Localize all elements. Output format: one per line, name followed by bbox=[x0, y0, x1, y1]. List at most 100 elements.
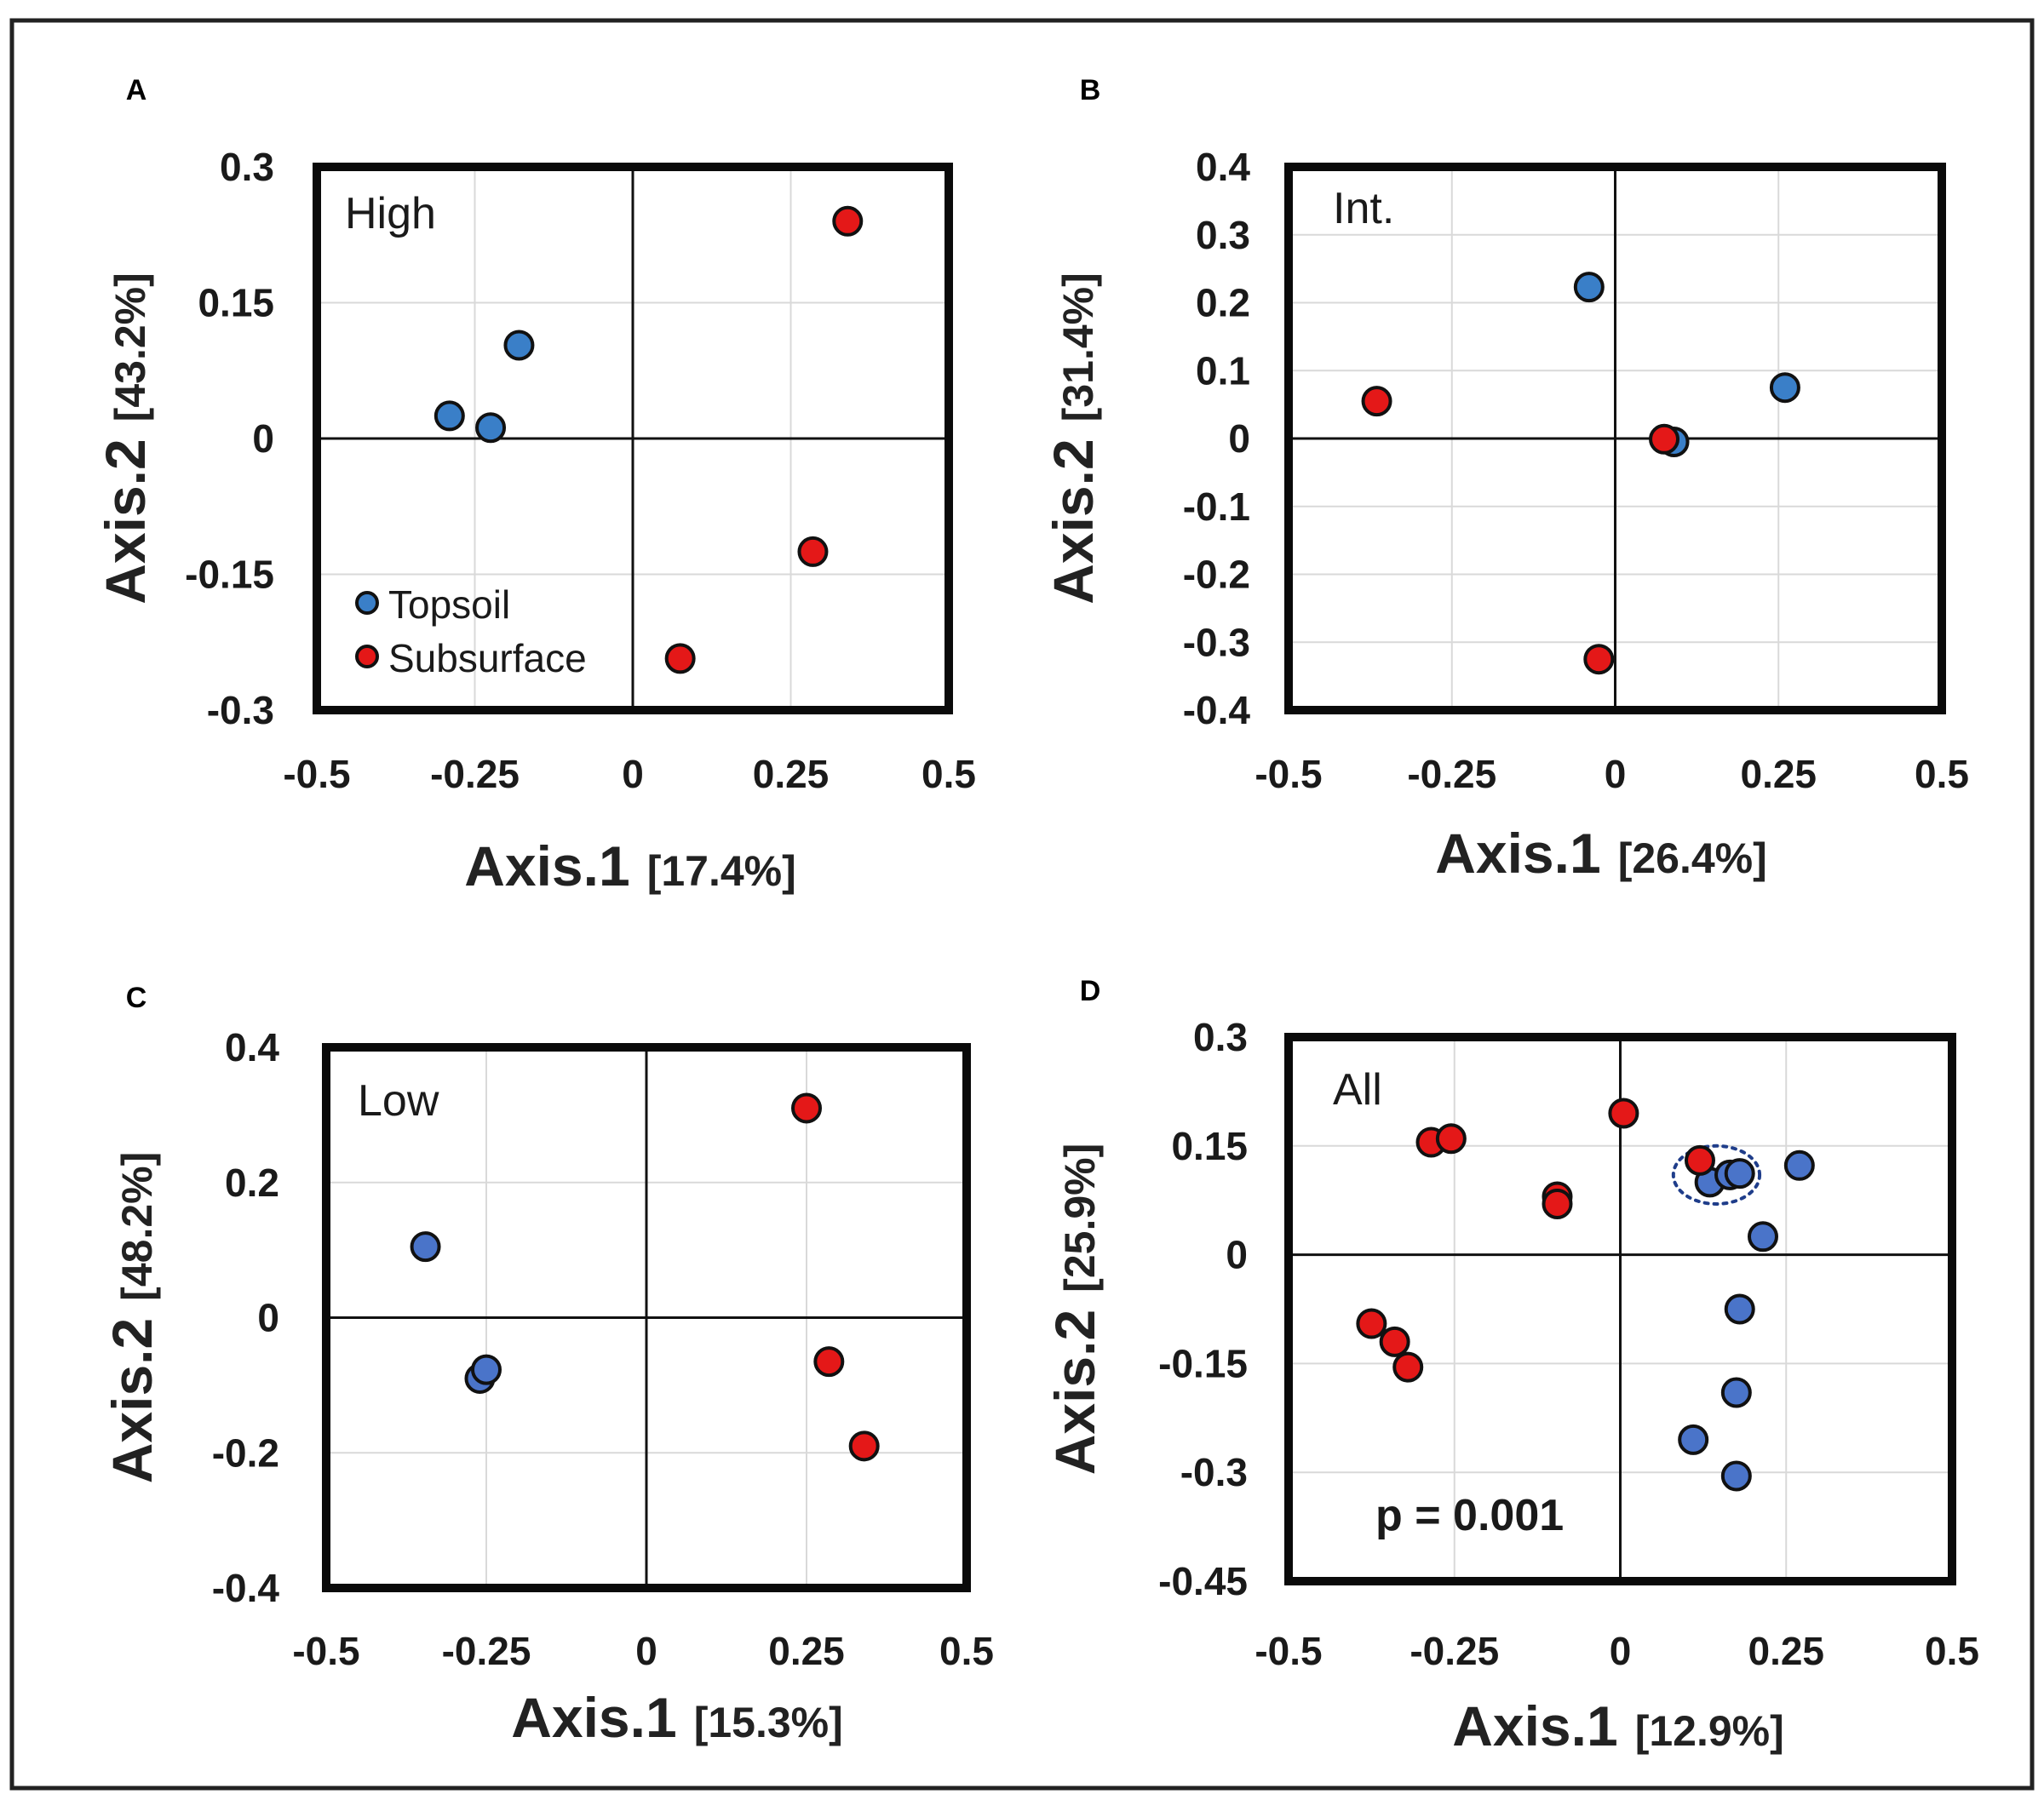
panel-C: C -0.5 -0.25 0 0.25 0.5 0.4 0.2 0 -0.2 -0.4 Axis.1 [… bbox=[100, 982, 994, 1749]
data-point-subsurface bbox=[1392, 1351, 1424, 1383]
panel-letter: B bbox=[1080, 74, 1101, 106]
data-point-subsurface bbox=[848, 1430, 880, 1462]
y-tick-label: -0.15 bbox=[185, 553, 274, 597]
data-point-subsurface bbox=[1583, 644, 1615, 675]
data-point-topsoil bbox=[1678, 1424, 1709, 1455]
x-tick-label: -0.25 bbox=[1407, 752, 1496, 796]
legend-label: Topsoil bbox=[388, 582, 510, 627]
panel-A: A -0.5 -0.25 0 0.25 0.5 0.3 0.15 0 -0.15 -0.3 Axis.… bbox=[94, 74, 976, 897]
y-axis-label-percent: [43.2%] bbox=[106, 272, 154, 421]
x-tick-label: -0.25 bbox=[442, 1629, 531, 1673]
data-point-subsurface bbox=[1379, 1326, 1410, 1357]
y-tick-label: -0.45 bbox=[1158, 1559, 1248, 1603]
y-tick-label: 0.4 bbox=[225, 1025, 279, 1069]
data-point-topsoil bbox=[1769, 372, 1800, 404]
x-tick-label: 0 bbox=[1605, 752, 1627, 796]
x-axis-label-percent: [15.3%] bbox=[694, 1699, 843, 1746]
y-tick-label: 0.3 bbox=[220, 145, 274, 189]
y-tick-label: 0 bbox=[257, 1296, 279, 1340]
data-point-subsurface bbox=[797, 536, 829, 567]
highlight-ellipse bbox=[1671, 1144, 1762, 1206]
data-point-topsoil bbox=[433, 400, 465, 432]
data-point-subsurface bbox=[832, 205, 864, 237]
x-axis-label: Axis.1 [26.4%] bbox=[1435, 822, 1767, 885]
y-tick-label: -0.15 bbox=[1158, 1341, 1248, 1385]
y-tick-label: -0.3 bbox=[1183, 620, 1250, 664]
x-tick-label: 0.5 bbox=[939, 1629, 994, 1673]
y-axis-label: Axis.2 [48.2%] bbox=[100, 1152, 164, 1484]
y-axis-label-percent: [48.2%] bbox=[113, 1152, 161, 1301]
y-tick-label: -0.2 bbox=[1183, 553, 1250, 597]
x-tick-label: 0.25 bbox=[753, 752, 830, 796]
data-point-topsoil bbox=[503, 330, 535, 361]
x-tick-label: 0 bbox=[622, 752, 644, 796]
plot-frame bbox=[322, 1043, 971, 1592]
y-tick-label: -0.3 bbox=[1180, 1450, 1248, 1494]
x-axis-label-main: Axis.1 bbox=[1435, 822, 1600, 885]
y-axis-label: Axis.2 [31.4%] bbox=[1042, 272, 1105, 605]
y-axis-label-main: Axis.2 bbox=[100, 1318, 164, 1483]
figure-border bbox=[9, 18, 2035, 1791]
y-tick-label: 0.1 bbox=[1196, 348, 1250, 393]
data-point-topsoil bbox=[1724, 1158, 1755, 1189]
y-tick-label: -0.1 bbox=[1183, 484, 1250, 529]
plot-frame bbox=[313, 163, 953, 714]
x-axis-label-percent: [26.4%] bbox=[1618, 834, 1767, 882]
x-axis-label-main: Axis.1 bbox=[464, 834, 629, 897]
panel-letter: A bbox=[126, 74, 147, 106]
y-tick-label: 0.2 bbox=[225, 1161, 279, 1205]
x-axis-label: Axis.1 [12.9%] bbox=[1452, 1694, 1784, 1757]
p-value-annotation: p = 0.001 bbox=[1375, 1491, 1564, 1540]
x-tick-label: 0.25 bbox=[768, 1629, 845, 1673]
data-point-topsoil bbox=[1573, 272, 1605, 303]
y-tick-label: 0.3 bbox=[1193, 1015, 1248, 1059]
x-tick-label: 0.5 bbox=[1925, 1629, 1979, 1673]
panel-B: B -0.5 -0.25 0 0.25 0.5 0.4 0.3 0.2 0.1 0 -0.1 -0.2 -… bbox=[1042, 74, 1969, 885]
y-tick-label: 0.15 bbox=[1171, 1124, 1248, 1168]
panel-title: High bbox=[345, 189, 436, 238]
data-point-topsoil bbox=[1783, 1149, 1815, 1181]
y-tick-label: 0 bbox=[1228, 416, 1250, 461]
x-axis-label-main: Axis.1 bbox=[1452, 1694, 1617, 1757]
y-tick-label: 0.2 bbox=[1196, 281, 1250, 325]
legend-label: Subsurface bbox=[388, 636, 587, 680]
panel-D: D -0.5 -0.25 0 0.25 0.5 0.3 0.15 0 -0.15 -0.3 -0.45… bbox=[1043, 975, 1979, 1757]
y-axis-label-main: Axis.2 bbox=[1043, 1310, 1106, 1475]
data-point-subsurface bbox=[813, 1346, 845, 1378]
y-tick-label: -0.3 bbox=[207, 688, 274, 732]
legend-marker-topsoil bbox=[355, 591, 379, 615]
x-tick-label: 0 bbox=[635, 1629, 657, 1673]
y-tick-label: -0.4 bbox=[1183, 688, 1251, 732]
y-tick-label: -0.2 bbox=[212, 1430, 279, 1475]
data-point-subsurface bbox=[791, 1092, 822, 1124]
x-tick-label: -0.5 bbox=[1255, 752, 1322, 796]
x-axis-label-percent: [17.4%] bbox=[647, 847, 796, 895]
y-tick-label: 0 bbox=[1226, 1233, 1248, 1277]
data-point-subsurface bbox=[664, 643, 696, 674]
x-tick-label: -0.25 bbox=[430, 752, 520, 796]
y-axis-label: Axis.2 [43.2%] bbox=[94, 272, 157, 605]
y-axis-label: Axis.2 [25.9%] bbox=[1043, 1144, 1106, 1476]
y-tick-label: 0.4 bbox=[1196, 145, 1250, 189]
x-tick-label: 0.5 bbox=[922, 752, 976, 796]
panel-title: Low bbox=[358, 1076, 439, 1126]
y-tick-label: 0.3 bbox=[1196, 213, 1250, 257]
x-tick-label: -0.5 bbox=[283, 752, 350, 796]
x-tick-label: -0.5 bbox=[1255, 1629, 1322, 1673]
y-tick-label: 0.15 bbox=[198, 281, 274, 325]
data-point-topsoil bbox=[410, 1231, 441, 1263]
data-point-subsurface bbox=[1542, 1188, 1573, 1219]
x-axis-label: Axis.1 [17.4%] bbox=[464, 834, 796, 897]
panel-letter: C bbox=[126, 982, 147, 1014]
x-tick-label: -0.25 bbox=[1410, 1629, 1499, 1673]
x-tick-label: 0 bbox=[1610, 1629, 1632, 1673]
panel-title: All bbox=[1333, 1065, 1382, 1115]
y-tick-label: -0.4 bbox=[212, 1566, 280, 1610]
y-axis-label-percent: [25.9%] bbox=[1056, 1144, 1104, 1293]
y-axis-label-main: Axis.2 bbox=[1042, 439, 1105, 604]
panel-letter: D bbox=[1080, 975, 1101, 1007]
x-tick-label: 0.25 bbox=[1740, 752, 1817, 796]
data-point-topsoil bbox=[1720, 1460, 1752, 1492]
y-axis-label-percent: [31.4%] bbox=[1054, 272, 1102, 421]
data-point-subsurface bbox=[1684, 1144, 1715, 1176]
